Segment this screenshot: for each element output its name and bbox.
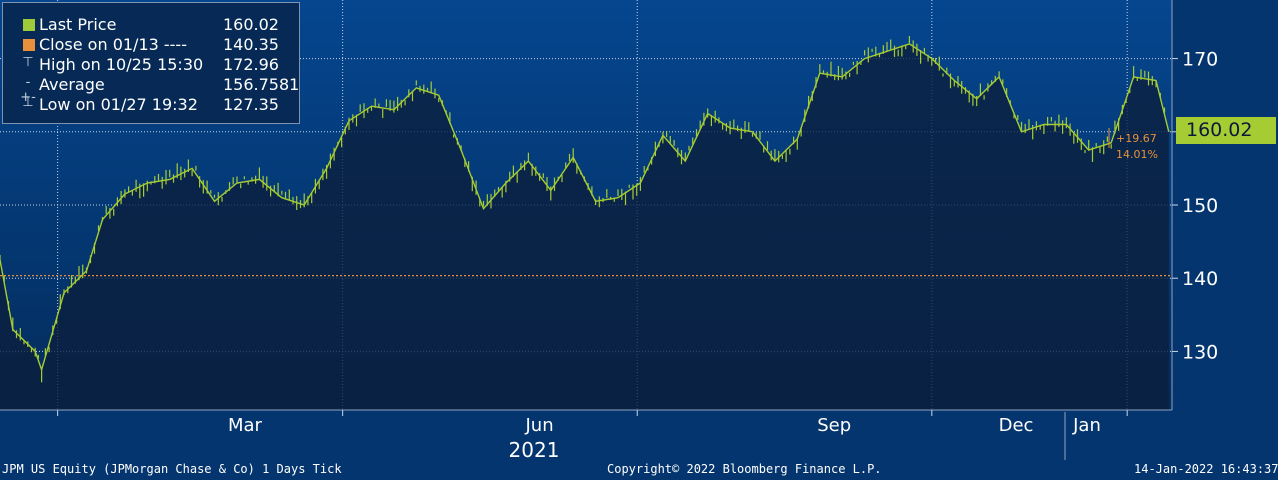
legend-label: Last Price: [39, 15, 117, 34]
y-tick-label: 170: [1182, 49, 1218, 71]
legend-value: 140.35: [223, 35, 279, 54]
x-tick-label: Jun: [525, 415, 554, 436]
y-tick-label: 140: [1182, 268, 1218, 290]
legend-value: 172.96: [223, 55, 279, 74]
legend-value: 127.35: [223, 95, 279, 114]
change-absolute: +19.67: [1116, 132, 1157, 145]
x-tick-label: Sep: [817, 415, 851, 436]
x-tick-label: Jan: [1072, 415, 1101, 436]
y-tick-label: 130: [1182, 341, 1218, 363]
footer-security-info: JPM US Equity (JPMorgan Chase & Co) 1 Da…: [2, 462, 342, 476]
legend-value: 160.02: [223, 15, 279, 34]
last-price-tag-value: 160.02: [1186, 119, 1253, 141]
y-axis: 130140150160170: [1172, 49, 1218, 363]
legend-label: Low on 01/27 19:32: [39, 95, 198, 114]
price-line-series: [0, 43, 1170, 372]
x-tick-label: Dec: [999, 415, 1034, 436]
last-price-tag: 160.02: [1176, 117, 1276, 144]
low-marker-icon: ⊥: [22, 95, 34, 110]
price-area-fill: [0, 43, 1169, 411]
change-percent: 14.01%: [1116, 148, 1158, 161]
footer-timestamp: 14-Jan-2022 16:43:37: [1134, 462, 1278, 476]
green-square-swatch: [23, 19, 35, 31]
orange-square-swatch: [23, 39, 35, 51]
high-marker-icon: ⊤: [22, 55, 34, 70]
legend-panel: Last Price 160.02 Close on 01/13 ---- 14…: [2, 2, 300, 124]
x-tick-label: Mar: [228, 415, 263, 436]
legend-value: 156.7581: [223, 75, 300, 94]
y-tick-label: 150: [1182, 195, 1218, 217]
legend-label: High on 10/25 15:30: [39, 55, 204, 74]
footer-copyright: Copyright© 2022 Bloomberg Finance L.P.: [607, 462, 882, 476]
legend-label: Close on 01/13 ----: [39, 35, 187, 54]
x-axis-year-label: 2021: [509, 438, 560, 462]
average-marker-icon: -+-: [20, 75, 36, 105]
legend-label: Average: [39, 75, 105, 94]
x-axis: Mar Jun Sep Dec Jan: [57, 410, 1128, 436]
